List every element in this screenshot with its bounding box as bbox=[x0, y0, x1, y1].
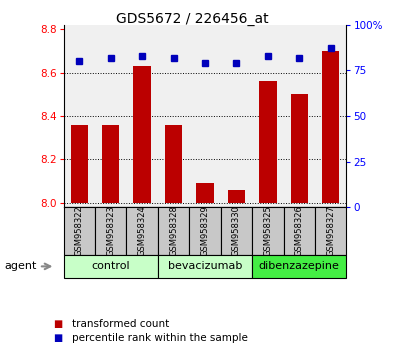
Bar bbox=[164, 125, 182, 203]
Text: control: control bbox=[91, 261, 130, 272]
Text: transformed count: transformed count bbox=[72, 319, 169, 329]
Text: GSM958322: GSM958322 bbox=[74, 206, 83, 256]
Text: dibenzazepine: dibenzazepine bbox=[258, 261, 339, 272]
Bar bbox=[258, 81, 276, 203]
Text: GSM958328: GSM958328 bbox=[169, 206, 178, 256]
Text: ■: ■ bbox=[53, 333, 63, 343]
Text: GSM958330: GSM958330 bbox=[231, 206, 240, 256]
Bar bbox=[321, 51, 339, 203]
Text: GSM958326: GSM958326 bbox=[294, 206, 303, 256]
Bar bbox=[189, 207, 220, 255]
Bar bbox=[157, 207, 189, 255]
Text: ■: ■ bbox=[53, 319, 63, 329]
Text: GSM958323: GSM958323 bbox=[106, 206, 115, 256]
Bar bbox=[70, 125, 88, 203]
Bar bbox=[220, 207, 252, 255]
Text: percentile rank within the sample: percentile rank within the sample bbox=[72, 333, 247, 343]
Text: agent: agent bbox=[4, 261, 36, 272]
Bar bbox=[252, 207, 283, 255]
Bar bbox=[133, 66, 151, 203]
Bar bbox=[63, 207, 95, 255]
Text: GSM958324: GSM958324 bbox=[137, 206, 146, 256]
Bar bbox=[63, 255, 157, 278]
Bar bbox=[227, 190, 245, 203]
Bar bbox=[126, 207, 157, 255]
Bar bbox=[95, 207, 126, 255]
Text: GSM958325: GSM958325 bbox=[263, 206, 272, 256]
Bar bbox=[283, 207, 314, 255]
Text: GSM958327: GSM958327 bbox=[326, 206, 335, 256]
Bar bbox=[157, 255, 252, 278]
Text: GDS5672 / 226456_at: GDS5672 / 226456_at bbox=[116, 12, 268, 27]
Text: GSM958329: GSM958329 bbox=[200, 206, 209, 256]
Bar bbox=[290, 94, 307, 203]
Bar bbox=[196, 183, 213, 203]
Text: bevacizumab: bevacizumab bbox=[167, 261, 242, 272]
Bar bbox=[102, 125, 119, 203]
Bar bbox=[252, 255, 346, 278]
Bar bbox=[314, 207, 346, 255]
